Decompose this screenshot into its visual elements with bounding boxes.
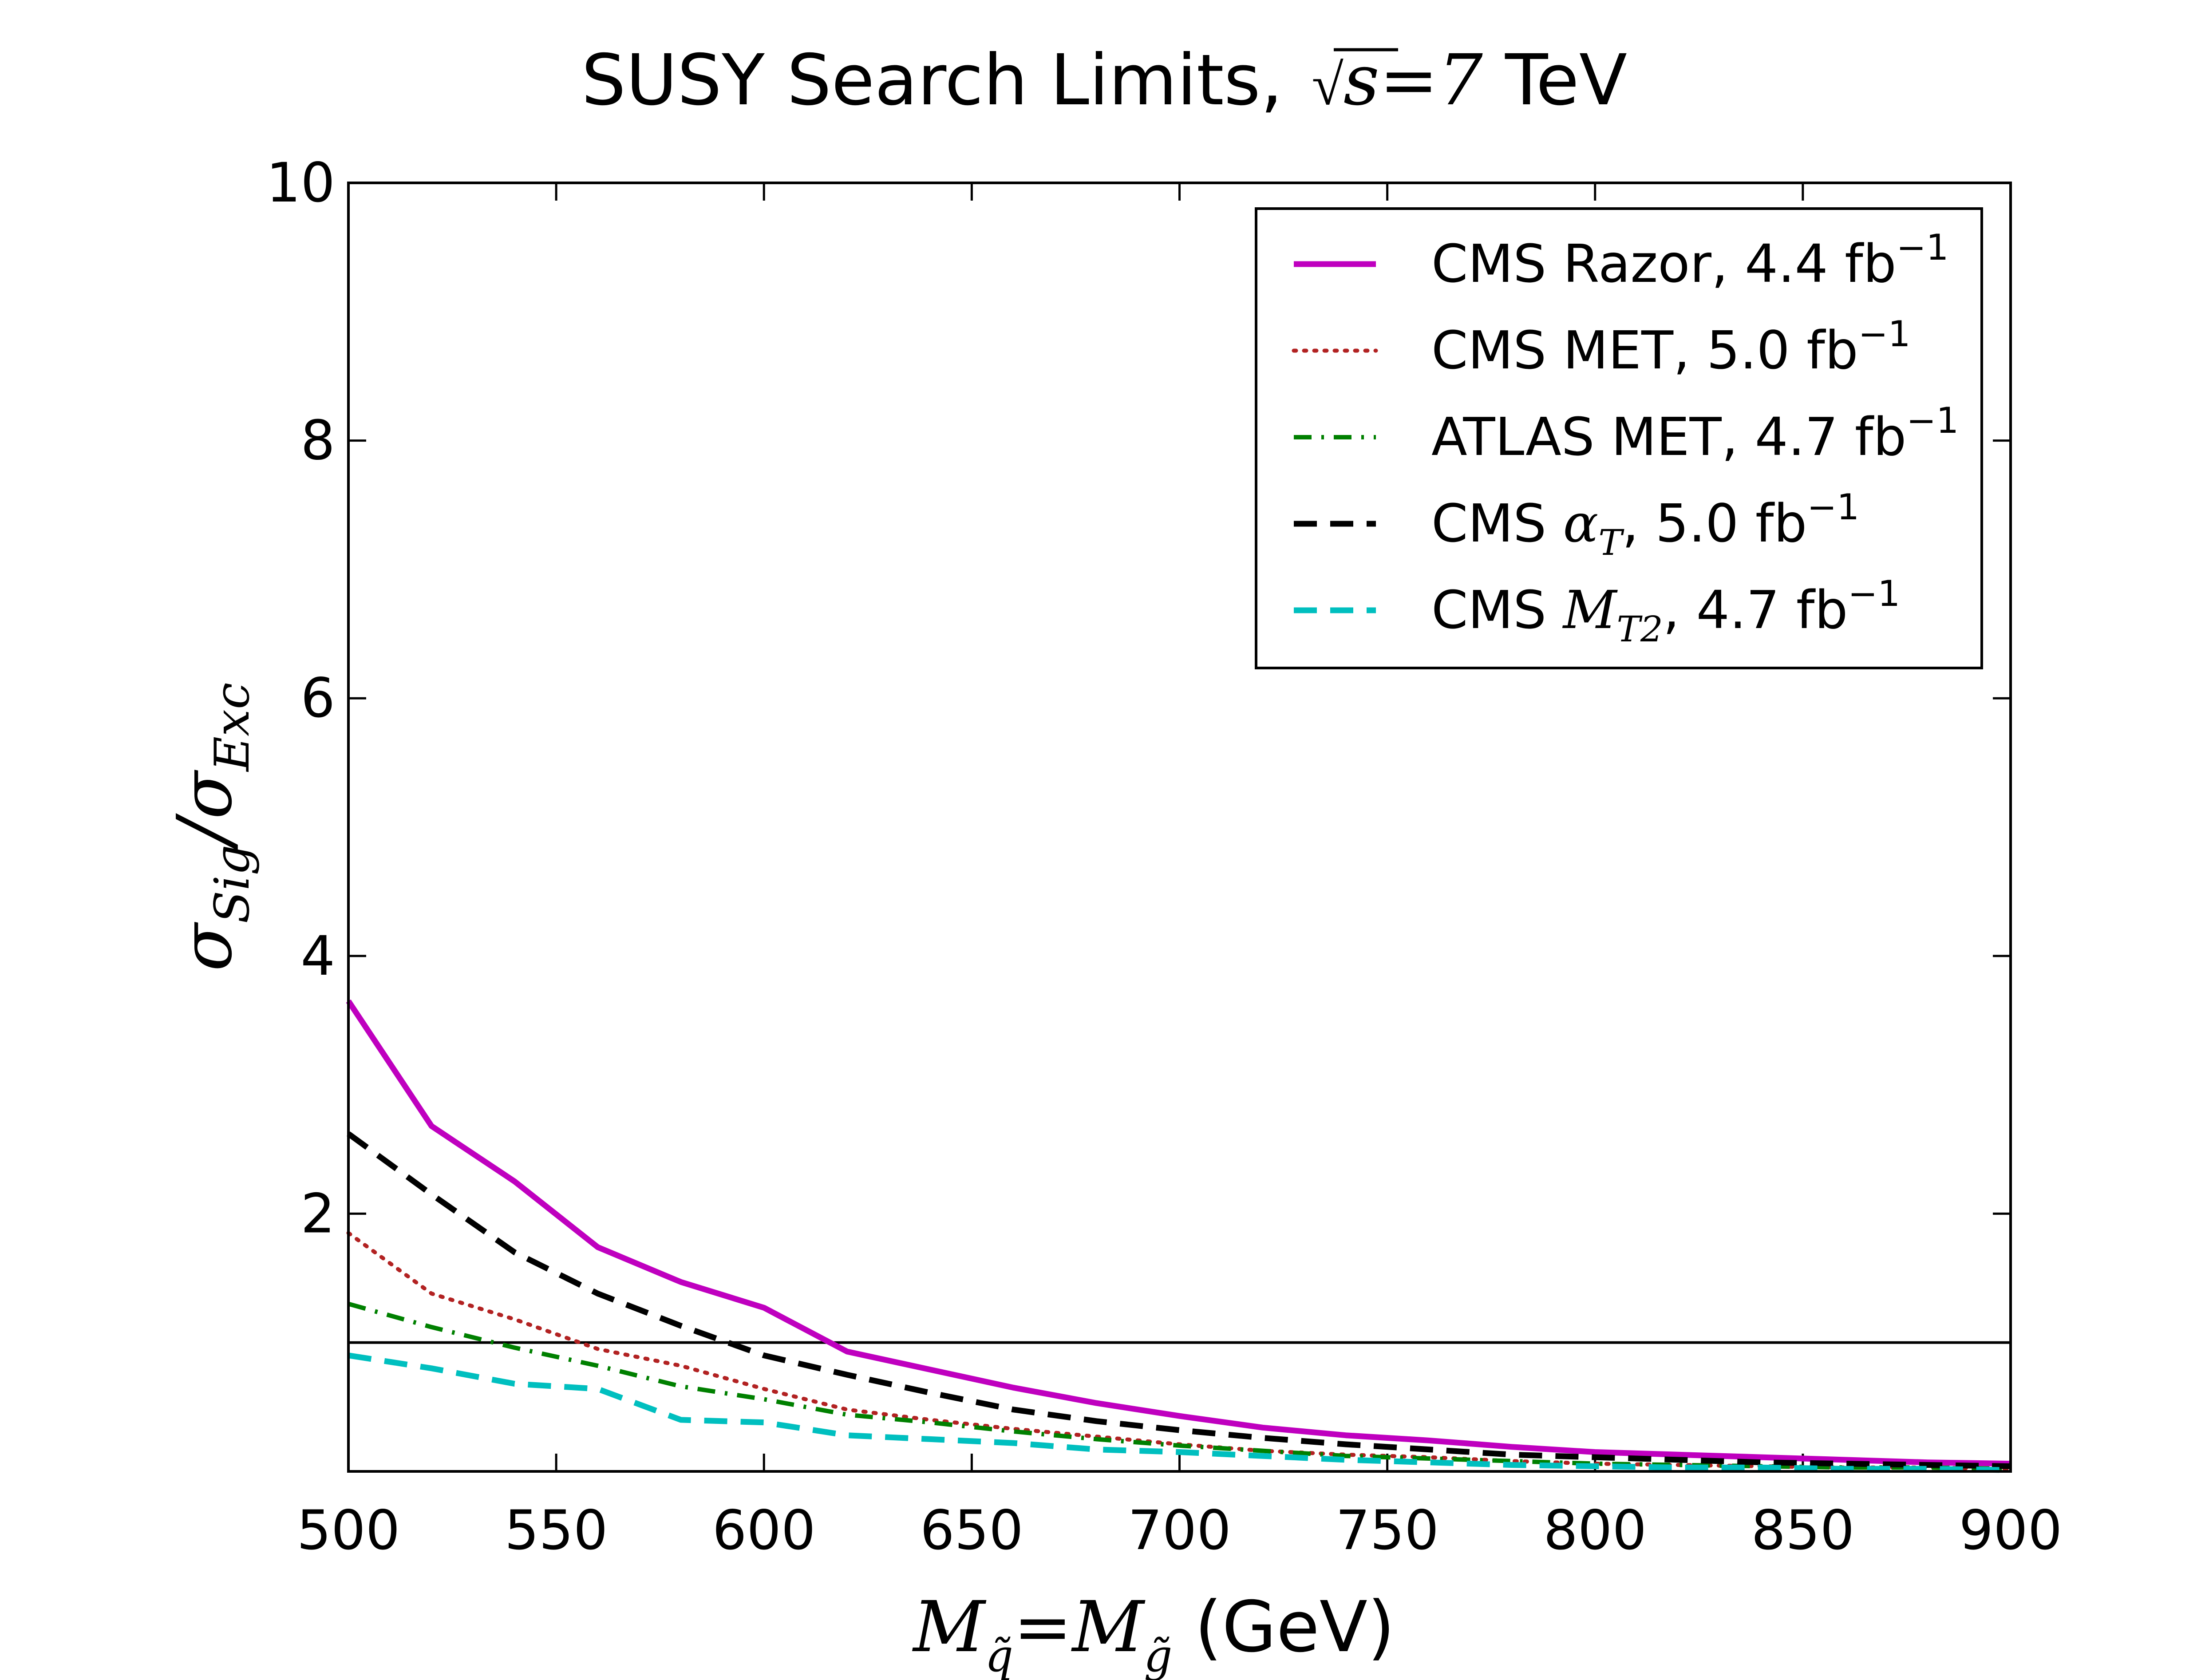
legend-label-4: CMS MT2, 4.7 fb−1 — [1431, 573, 1900, 650]
legend-label-4-main: CMS — [1431, 579, 1563, 640]
xlabel-var2: M — [1071, 1586, 1146, 1668]
series-line-0 — [346, 999, 2011, 1467]
ylabel-sub2: Exc — [205, 683, 260, 772]
legend-label-3: CMS αT, 5.0 fb−1 — [1431, 486, 1859, 563]
xlabel-unit: (GeV) — [1172, 1586, 1395, 1668]
ylabel-sub1: Sig — [205, 845, 260, 924]
legend-label-4-sub: T2 — [1616, 609, 1663, 650]
title-sqrt-var: s — [1344, 40, 1379, 121]
x-tick-label: 750 — [1336, 1499, 1439, 1562]
legend-label-4-math: M — [1562, 579, 1618, 640]
y-tick-label: 6 — [300, 667, 335, 730]
legend-label-1-main: CMS MET, 5.0 fb — [1431, 320, 1858, 381]
xlabel-sub1: q̃ — [985, 1630, 1013, 1680]
y-tick-label: 10 — [266, 151, 335, 214]
title-prefix: SUSY Search Limits, — [581, 40, 1305, 121]
xlabel-equals: = — [1013, 1586, 1072, 1668]
title-energy-value: 7 — [1438, 40, 1483, 121]
y-tick-label: 8 — [300, 409, 335, 472]
series-layer — [346, 999, 2013, 1473]
legend: CMS Razor, 4.4 fb−1 CMS MET, 5.0 fb−1 AT… — [1255, 207, 1983, 669]
x-tick-label: 850 — [1751, 1499, 1854, 1562]
y-tick-label: 4 — [300, 925, 335, 988]
legend-samples — [1292, 261, 1378, 613]
legend-label-4-rest: , 4.7 fb — [1663, 579, 1848, 640]
chart-title: SUSY Search Limits, √s=7 TeV — [581, 40, 1627, 121]
legend-label-4-sup: −1 — [1848, 573, 1900, 614]
y-tick-label: 2 — [300, 1182, 335, 1245]
legend-label-0-main: CMS Razor, 4.4 fb — [1431, 233, 1897, 294]
series-line-4 — [348, 1352, 2011, 1473]
legend-label-3-main: CMS — [1431, 493, 1563, 554]
legend-label-0-sup: −1 — [1897, 227, 1949, 268]
x-tick-label: 550 — [505, 1499, 608, 1562]
ylabel-slash: / — [161, 813, 249, 851]
ylabel-sigma2: σ — [166, 770, 248, 819]
plot-frame — [347, 182, 2012, 1473]
title-energy-unit: TeV — [1483, 40, 1627, 121]
x-tick-label: 600 — [712, 1499, 816, 1562]
x-tick-label: 700 — [1128, 1499, 1231, 1562]
legend-label-2-main: ATLAS MET, 4.7 fb — [1431, 406, 1906, 467]
x-tick-labels: 500 550 600 650 700 750 800 850 900 — [297, 1499, 2063, 1562]
legend-label-2-sup: −1 — [1906, 400, 1959, 441]
legend-label-3-sub: T — [1598, 522, 1624, 563]
y-tick-labels: 2 4 6 8 10 — [266, 151, 335, 1245]
x-tick-label: 500 — [297, 1499, 400, 1562]
legend-label-3-sup: −1 — [1807, 486, 1859, 528]
legend-label-1-sup: −1 — [1858, 313, 1911, 355]
legend-label-2: ATLAS MET, 4.7 fb−1 — [1431, 400, 1959, 467]
title-sqrt-sign: √ — [1312, 53, 1344, 117]
legend-label-3-math: α — [1563, 493, 1599, 554]
legend-label-0: CMS Razor, 4.4 fb−1 — [1431, 227, 1949, 294]
legend-label-3-rest: , 5.0 fb — [1622, 493, 1807, 554]
x-tick-label: 800 — [1543, 1499, 1647, 1562]
legend-frame — [1255, 207, 1983, 669]
svg-text:SUSY Search Limits, √s=7 TeV: SUSY Search Limits, √s=7 TeV — [581, 40, 1627, 121]
legend-label-1: CMS MET, 5.0 fb−1 — [1431, 313, 1911, 381]
x-axis-label: Mq̃=Mg̃ (GeV) — [912, 1586, 1395, 1680]
ylabel-sigma1: σ — [166, 921, 248, 971]
y-axis-label: σSig/σExc — [161, 683, 260, 972]
xlabel-var1: M — [912, 1586, 987, 1668]
x-tick-label: 900 — [1959, 1499, 2063, 1562]
x-tick-label: 650 — [920, 1499, 1023, 1562]
xlabel-sub2: g̃ — [1144, 1630, 1172, 1680]
title-equals: = — [1379, 40, 1438, 121]
